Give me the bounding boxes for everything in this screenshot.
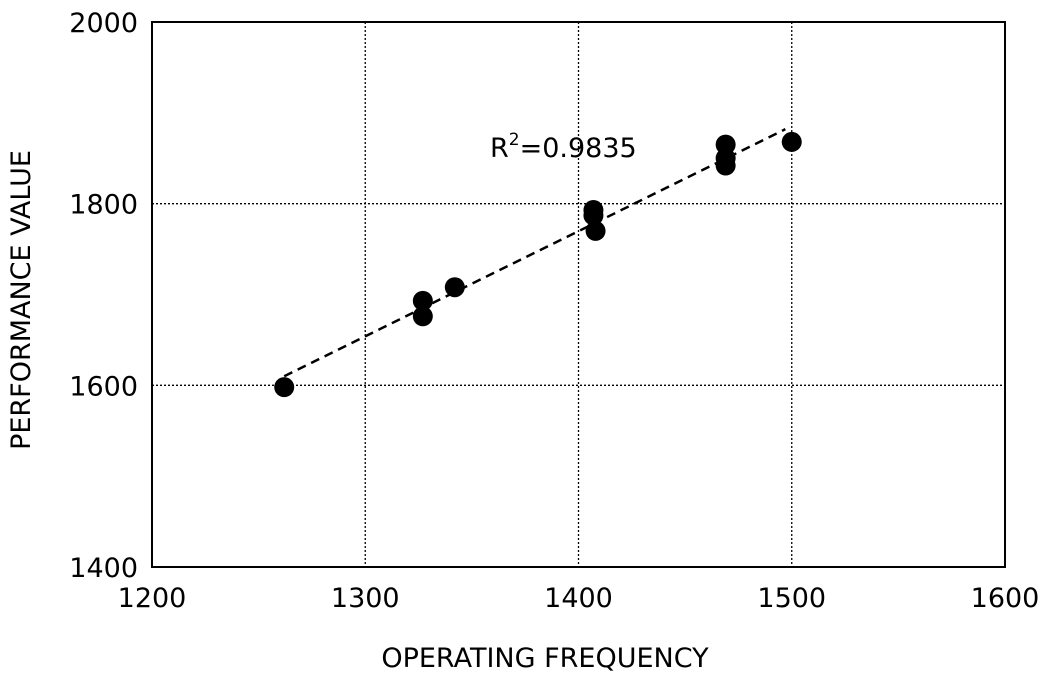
data-point — [586, 221, 606, 241]
r-squared-value: =0.9835 — [520, 133, 637, 164]
grid-lines — [152, 22, 1005, 567]
data-point — [716, 156, 736, 176]
x-tick-label: 1300 — [331, 583, 400, 614]
y-tick-label: 2000 — [69, 8, 138, 39]
data-points — [274, 132, 802, 397]
x-tick-label: 1200 — [118, 583, 187, 614]
x-tick-label: 1500 — [757, 583, 826, 614]
x-tick-label: 1600 — [971, 583, 1040, 614]
y-axis-tick-labels: 1400 1600 1800 2000 — [69, 8, 138, 584]
y-tick-label: 1800 — [69, 190, 138, 221]
x-axis-tick-labels: 1200 1300 1400 1500 1600 — [118, 583, 1040, 614]
x-axis-label: OPERATING FREQUENCY — [381, 643, 709, 674]
y-tick-label: 1600 — [69, 371, 138, 402]
data-point — [782, 132, 802, 152]
y-axis-label: PERFORMANCE VALUE — [6, 150, 37, 450]
y-tick-label: 1400 — [69, 553, 138, 584]
data-point — [413, 306, 433, 326]
x-tick-label: 1400 — [544, 583, 613, 614]
trendline — [284, 129, 785, 376]
r-squared-exponent: 2 — [509, 130, 520, 150]
data-point — [274, 377, 294, 397]
data-point — [445, 277, 465, 297]
r-squared-symbol: R — [490, 133, 509, 164]
r-squared-annotation: R2=0.9835 — [490, 130, 637, 164]
